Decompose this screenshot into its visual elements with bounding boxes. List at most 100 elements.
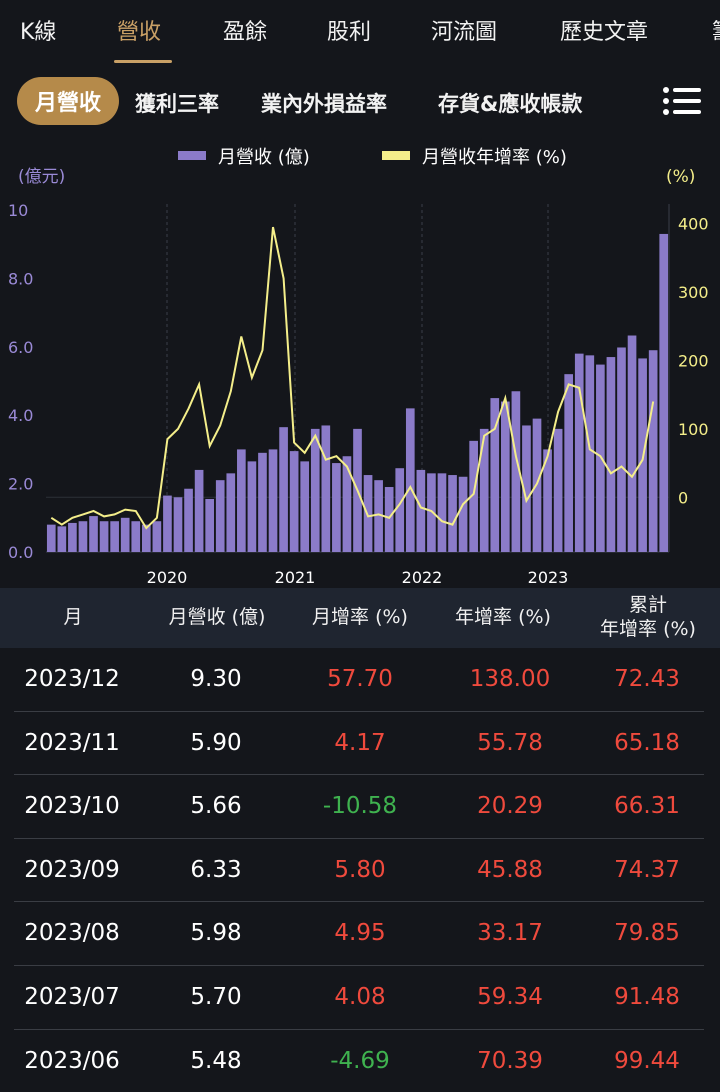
header-month: 月 xyxy=(63,606,83,629)
cell-revenue: 6.33 xyxy=(190,856,242,883)
x-tick-label: 2021 xyxy=(275,568,316,587)
cell-cumulative-yoy: 74.37 xyxy=(614,856,680,883)
table-row[interactable]: 2023/08 5.98 4.95 33.17 79.85 xyxy=(14,902,704,966)
cell-month: 2023/09 xyxy=(24,856,120,883)
cell-yoy: 70.39 xyxy=(477,1047,543,1074)
table-row[interactable]: 2023/06 5.48 -4.69 70.39 99.44 xyxy=(14,1030,704,1092)
revenue-bar xyxy=(585,355,595,552)
right-tick-label: 100 xyxy=(678,420,709,439)
revenue-bar xyxy=(543,449,552,552)
tab-earnings[interactable]: 盈餘 xyxy=(223,20,268,45)
cell-revenue: 9.30 xyxy=(190,666,242,692)
revenue-bar xyxy=(89,516,98,552)
table-row[interactable]: 2023/09 6.33 5.80 45.88 74.37 xyxy=(14,839,704,903)
revenue-bar xyxy=(110,521,119,552)
revenue-bar xyxy=(46,524,56,552)
left-tick-label: 6.0 xyxy=(8,338,33,357)
revenue-bar xyxy=(205,498,214,552)
tab-history-articles[interactable]: 歷史文章 xyxy=(560,20,649,45)
subtab-monthly-revenue[interactable]: 月營收 xyxy=(17,77,119,125)
revenue-bar xyxy=(501,401,510,552)
cell-cumulative-yoy: 99.44 xyxy=(614,1047,680,1074)
revenue-bar xyxy=(120,517,130,552)
revenue-bar xyxy=(606,357,616,552)
revenue-bar xyxy=(648,350,658,552)
right-tick-label: 400 xyxy=(678,215,709,234)
x-tick-label: 2022 xyxy=(402,568,443,587)
revenue-bar xyxy=(384,487,394,552)
header-cumulative-yoy: 累計 年增率 (%) xyxy=(586,588,710,648)
yoy-series-line xyxy=(50,226,655,530)
left-tick-label: 2.0 xyxy=(8,475,33,494)
table-row[interactable]: 2023/11 5.90 4.17 55.78 65.18 xyxy=(14,712,704,776)
list-menu-icon[interactable] xyxy=(662,86,702,116)
revenue-bar xyxy=(310,428,320,552)
tab-kline[interactable]: K線 xyxy=(20,20,57,45)
cell-yoy: 138.00 xyxy=(469,666,551,692)
cell-yoy: 59.34 xyxy=(477,983,543,1010)
revenue-bar xyxy=(215,480,225,552)
header-cum-line1: 累計 xyxy=(628,594,667,617)
sub-nav: 月營收 獲利三率 業內外損益率 存貨&應收帳款 xyxy=(0,72,720,130)
subtab-inventory-receivables[interactable]: 存貨&應收帳款 xyxy=(438,92,583,116)
table-header: 月 月營收 (億) 月增率 (%) 年增率 (%) 累計 年增率 (%) xyxy=(0,588,720,648)
left-tick-label: 8.0 xyxy=(8,269,33,288)
revenue-bar xyxy=(184,488,193,552)
legend-revenue: 月營收 (億) xyxy=(218,147,310,168)
revenue-bar xyxy=(405,408,415,552)
table-row[interactable]: 2023/07 5.70 4.08 59.34 91.48 xyxy=(14,966,704,1030)
revenue-bar xyxy=(131,521,141,552)
revenue-bar xyxy=(289,451,299,552)
left-axis-unit: (億元) xyxy=(18,167,65,187)
revenue-bar xyxy=(99,521,109,552)
revenue-bar xyxy=(458,476,468,552)
tab-dividend[interactable]: 股利 xyxy=(327,20,372,45)
tab-revenue[interactable]: 營收 xyxy=(117,20,162,45)
legend-line-swatch xyxy=(382,151,410,160)
revenue-bar xyxy=(596,364,605,552)
revenue-chart-svg: 月營收 (億) 月營收年增率 (%) (億元) (%) 0.0 2.0 4.0 6.0… xyxy=(8,147,709,587)
revenue-bar xyxy=(321,425,331,552)
revenue-bar xyxy=(152,521,162,552)
cell-mom: 4.17 xyxy=(334,729,386,756)
cell-cumulative-yoy: 66.31 xyxy=(614,793,680,820)
cell-yoy: 33.17 xyxy=(477,920,543,947)
revenue-bar xyxy=(574,353,584,552)
revenue-bar xyxy=(194,469,204,552)
revenue-bar xyxy=(522,425,531,552)
tab-river-chart[interactable]: 河流圖 xyxy=(431,20,498,45)
revenue-bar xyxy=(374,480,383,552)
table-row[interactable]: 2023/12 9.30 57.70 138.00 72.43 xyxy=(14,648,704,712)
table-row[interactable]: 2023/10 5.66 -10.58 20.29 66.31 xyxy=(14,775,704,839)
left-tick-label: 4.0 xyxy=(8,406,33,425)
header-yoy: 年增率 (%) xyxy=(455,606,551,629)
subtab-profit-margins[interactable]: 獲利三率 xyxy=(135,92,219,116)
subtab-operating-ratio[interactable]: 業內外損益率 xyxy=(261,92,387,116)
cell-mom: 5.80 xyxy=(334,856,386,883)
cell-cumulative-yoy: 65.18 xyxy=(614,729,680,756)
revenue-bar xyxy=(342,456,352,552)
revenue-bar xyxy=(141,524,151,552)
revenue-bar xyxy=(300,461,310,552)
revenue-bar xyxy=(627,335,637,552)
revenue-bar xyxy=(78,521,88,552)
revenue-bar xyxy=(416,469,426,552)
revenue-bar xyxy=(268,449,278,552)
revenue-bar xyxy=(332,463,341,552)
right-tick-label: 200 xyxy=(678,351,709,370)
tab-chips[interactable]: 籌 xyxy=(712,14,720,46)
cell-month: 2023/10 xyxy=(24,793,120,820)
cell-revenue: 5.66 xyxy=(190,793,242,820)
revenue-table: 2023/12 9.30 57.70 138.00 72.43 2023/11 … xyxy=(14,648,704,1092)
cell-revenue: 5.70 xyxy=(190,983,242,1010)
revenue-bar xyxy=(511,391,521,552)
revenue-bar xyxy=(363,475,373,552)
revenue-bar xyxy=(479,428,489,552)
cell-mom: 57.70 xyxy=(327,666,393,692)
legend-yoy: 月營收年增率 (%) xyxy=(422,147,567,168)
revenue-bar xyxy=(247,461,257,552)
revenue-chart[interactable]: 月營收 (億) 月營收年增率 (%) (億元) (%) 0.0 2.0 4.0 6.0… xyxy=(0,138,720,588)
x-tick-label: 2020 xyxy=(147,568,188,587)
revenue-bar xyxy=(490,398,500,552)
revenue-bar xyxy=(226,473,236,552)
